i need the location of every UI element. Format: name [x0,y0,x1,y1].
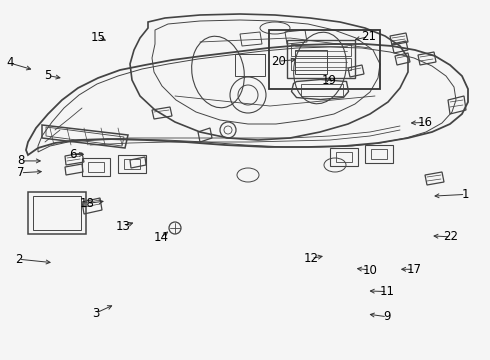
Bar [28,192,86,234]
Text: 5: 5 [44,69,52,82]
Text: 6: 6 [69,148,76,161]
Text: 18: 18 [80,197,95,210]
Text: 14: 14 [153,231,168,244]
Text: 21: 21 [361,30,376,43]
Text: 8: 8 [17,154,24,167]
Text: 17: 17 [407,263,421,276]
Bar [33,196,81,230]
Text: 13: 13 [116,220,131,233]
Text: 22: 22 [443,230,458,243]
Text: 19: 19 [322,75,337,87]
Text: 9: 9 [383,310,391,323]
Bar [269,30,380,89]
Bar [330,148,358,166]
Bar [287,40,355,77]
Bar [365,145,393,163]
Bar [291,44,350,55]
Bar [300,84,343,95]
Text: 10: 10 [363,264,377,276]
Bar [82,158,110,176]
Bar [291,58,350,69]
Text: 1: 1 [462,188,469,201]
Text: 4: 4 [6,57,14,69]
Bar [88,162,104,172]
Bar [235,54,265,76]
Bar [124,159,140,169]
Bar [118,155,146,173]
Bar [295,50,327,74]
Text: 12: 12 [304,252,318,265]
Text: 7: 7 [17,166,24,179]
Text: 16: 16 [418,116,433,129]
Text: 2: 2 [15,253,23,266]
Text: 11: 11 [380,285,394,298]
Text: 3: 3 [92,307,99,320]
Bar [336,152,352,162]
Bar [371,149,387,159]
Text: 20: 20 [271,55,286,68]
Text: 15: 15 [91,31,105,44]
